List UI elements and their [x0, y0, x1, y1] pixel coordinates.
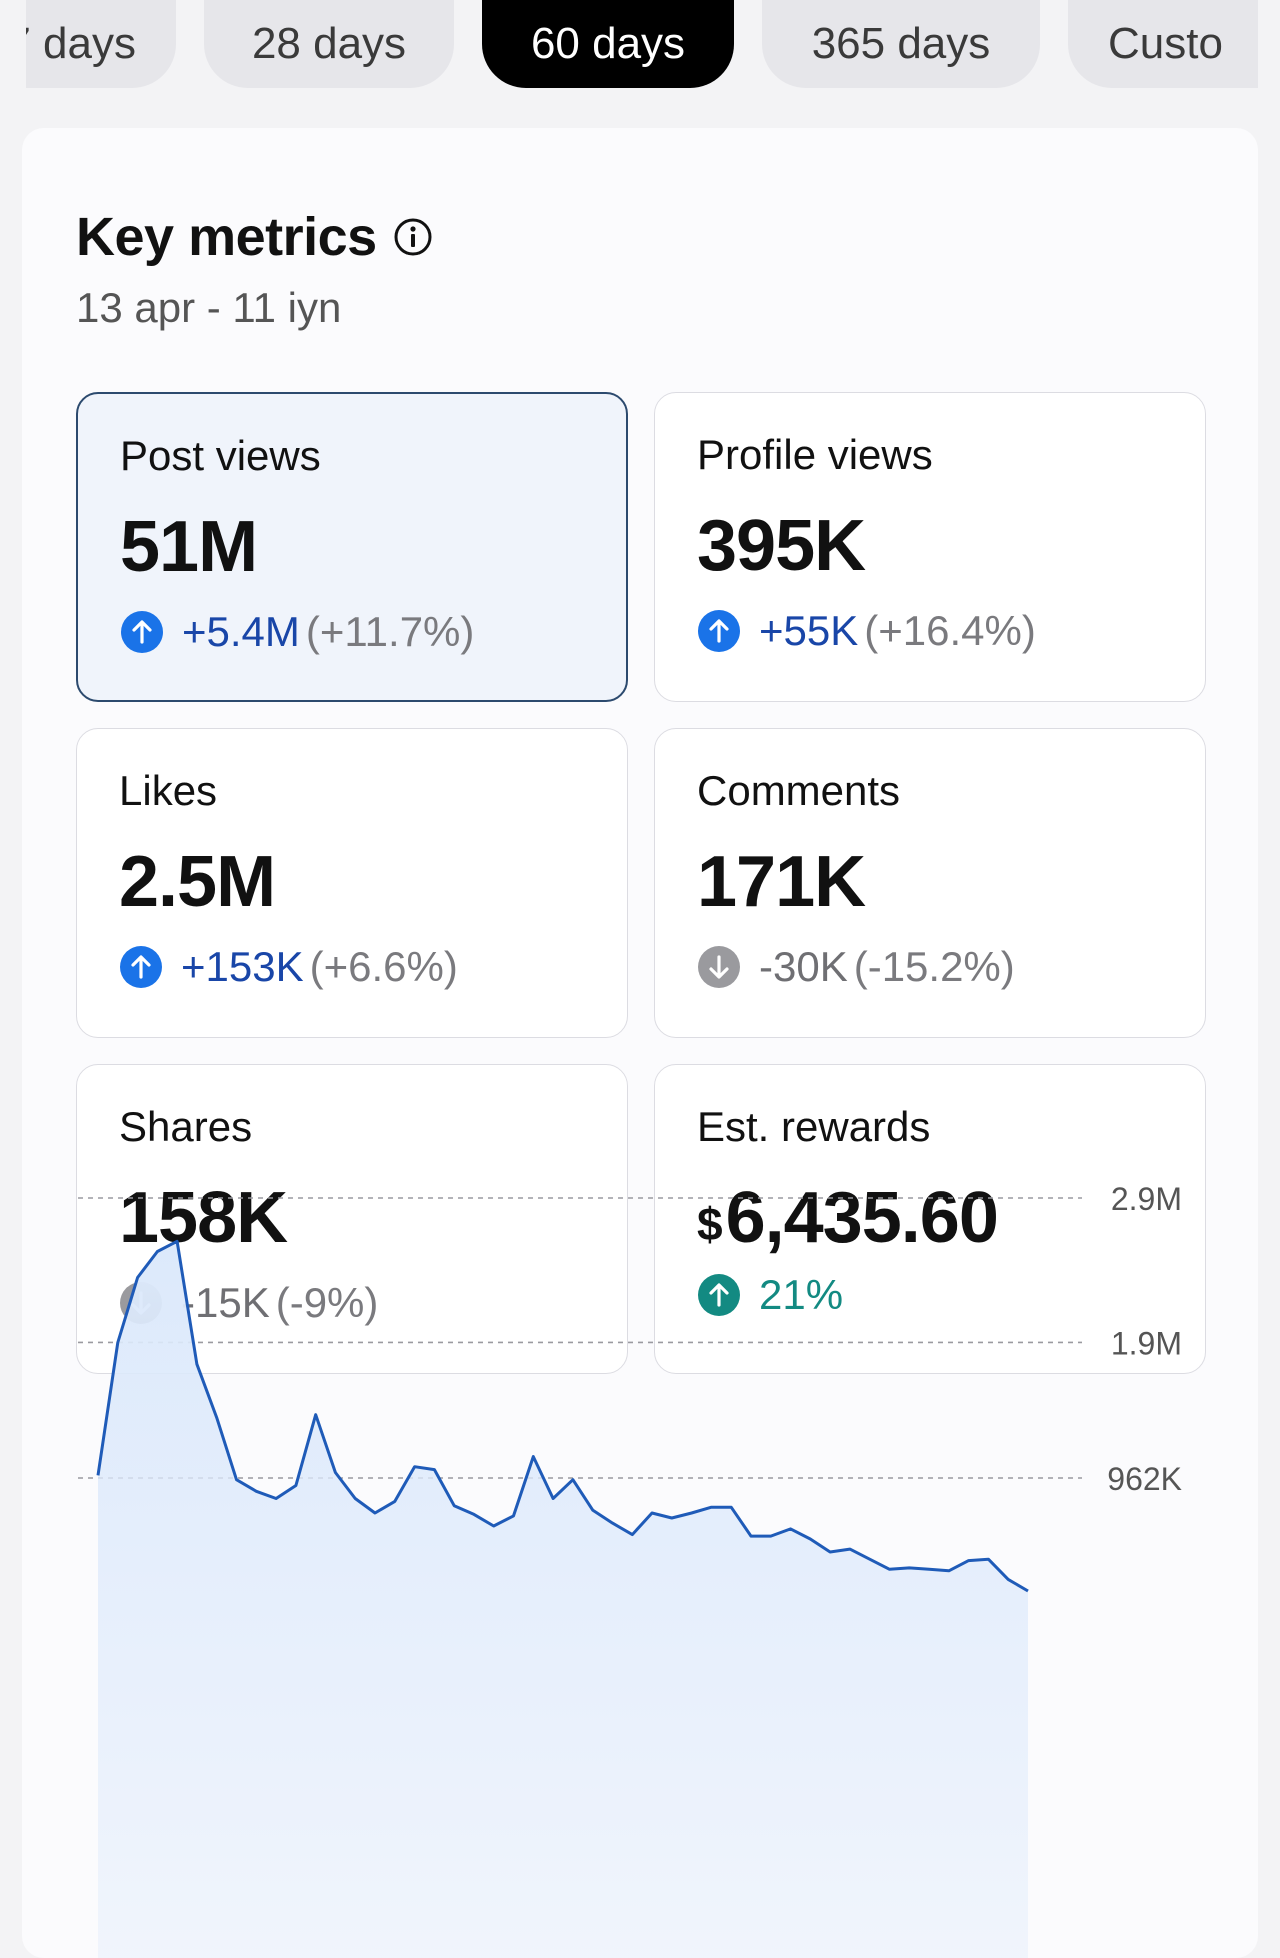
- metric-change: -30K (-15.2%): [697, 943, 1015, 991]
- chart-y-tick-label: 2.9M: [1111, 1181, 1182, 1217]
- metric-delta: 21%: [759, 1271, 844, 1318]
- metric-delta: -15K: [181, 1279, 270, 1326]
- metric-label: Post views: [120, 432, 321, 479]
- post-views-chart[interactable]: 2.9M 1.9M 962K: [22, 128, 1258, 1958]
- metric-delta: +5.4M: [182, 608, 300, 655]
- arrow-down-icon: [698, 946, 740, 988]
- chart-area-fill: [98, 1241, 1028, 1958]
- metric-percent: (+16.4%): [864, 607, 1036, 654]
- metric-label: Est. rewards: [697, 1103, 931, 1150]
- arrow-up-icon: [120, 946, 162, 988]
- metric-tile-est-rewards[interactable]: Est. rewards $6,435.60 21%: [654, 1064, 1206, 1374]
- key-metrics-card: Key metrics 13 apr - 11 iyn Post views 5…: [22, 128, 1258, 1958]
- metric-label: Likes: [119, 767, 218, 814]
- metric-change: +153K (+6.6%): [119, 943, 458, 991]
- metric-value: 158K: [119, 1178, 288, 1258]
- tab-7-days[interactable]: 7 days: [26, 0, 176, 88]
- tab-365-days[interactable]: 365 days: [762, 0, 1040, 88]
- metric-change: +5.4M (+11.7%): [120, 608, 474, 656]
- metric-percent: (-15.2%): [853, 943, 1015, 990]
- metric-label: Shares: [119, 1103, 253, 1150]
- chart-series-line: [96, 1239, 1029, 1593]
- metric-label: Comments: [697, 767, 901, 814]
- metric-value: 2.5M: [119, 842, 276, 922]
- info-icon[interactable]: [393, 217, 433, 257]
- metric-delta: -30K: [759, 943, 848, 990]
- tab-custom[interactable]: Custo: [1068, 0, 1258, 88]
- metric-value: $6,435.60: [697, 1177, 999, 1259]
- section-title: Key metrics: [76, 207, 377, 267]
- metric-percent: (+6.6%): [309, 943, 458, 990]
- chart-y-tick-label: 962K: [1107, 1461, 1182, 1497]
- section-header: Key metrics: [76, 206, 433, 268]
- date-range-tabs: 7 days 28 days 60 days 365 days Custo: [26, 0, 1258, 88]
- metric-tile-profile-views[interactable]: Profile views 395K +55K (+16.4%): [654, 392, 1206, 702]
- metric-tile-post-views[interactable]: Post views 51M +5.4M (+11.7%): [76, 392, 628, 702]
- metric-value-number: 6,435.60: [725, 1178, 999, 1258]
- chart-y-tick-label: 1.9M: [1111, 1325, 1182, 1361]
- metric-change: 21%: [697, 1271, 843, 1319]
- arrow-up-icon: [698, 610, 740, 652]
- date-range-label: 13 apr - 11 iyn: [76, 284, 342, 331]
- metric-delta: +55K: [759, 607, 859, 654]
- metric-percent: (+11.7%): [305, 608, 475, 655]
- metric-value: 395K: [697, 506, 866, 586]
- currency-symbol: $: [697, 1198, 723, 1250]
- metrics-grid: Post views 51M +5.4M (+11.7%) Profile vie…: [76, 392, 1206, 1374]
- metric-change: +55K (+16.4%): [697, 607, 1036, 655]
- metric-tile-comments[interactable]: Comments 171K -30K (-15.2%): [654, 728, 1206, 1038]
- metric-tile-likes[interactable]: Likes 2.5M +153K (+6.6%): [76, 728, 628, 1038]
- tab-28-days[interactable]: 28 days: [204, 0, 454, 88]
- metric-value: 51M: [120, 507, 258, 587]
- metric-value: 171K: [697, 842, 866, 922]
- metric-delta: +153K: [181, 943, 304, 990]
- tab-60-days[interactable]: 60 days: [482, 0, 734, 88]
- arrow-up-icon: [698, 1274, 740, 1316]
- arrow-up-icon: [121, 611, 163, 653]
- metric-label: Profile views: [697, 431, 933, 478]
- metric-percent: (-9%): [275, 1279, 379, 1326]
